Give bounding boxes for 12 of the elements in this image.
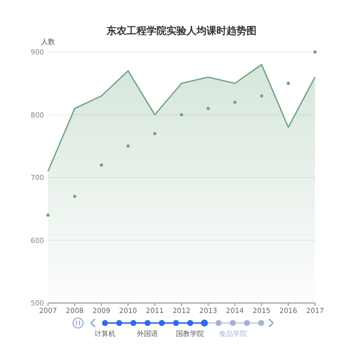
point — [73, 194, 76, 198]
point — [286, 82, 290, 85]
point — [313, 50, 317, 54]
point — [233, 100, 236, 104]
point — [153, 132, 156, 136]
point — [206, 106, 210, 110]
point — [46, 214, 50, 217]
chart-title: 东农工程学院实验人均课时趋势图 — [106, 25, 256, 37]
point — [180, 113, 184, 116]
point — [126, 144, 130, 148]
point — [260, 94, 264, 98]
point — [100, 163, 103, 167]
